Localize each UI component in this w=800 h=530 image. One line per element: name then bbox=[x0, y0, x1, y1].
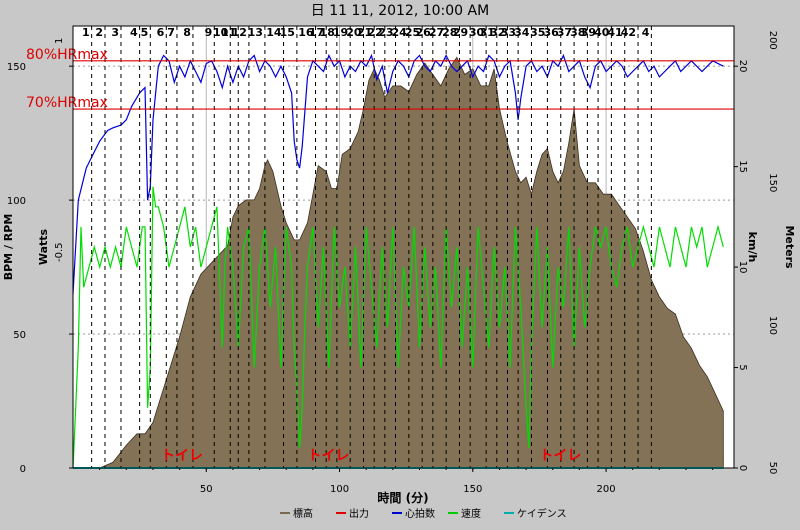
lap-number: 39 bbox=[581, 26, 596, 39]
speed-tick-label: 20 bbox=[737, 60, 748, 73]
lap-number: 30 bbox=[469, 26, 485, 39]
left-axis-label: BPM / RPM bbox=[2, 214, 15, 281]
lap-number: 31 bbox=[479, 26, 494, 39]
lap-number: 27 bbox=[429, 26, 444, 39]
legend-label: 標高 bbox=[293, 507, 313, 520]
lap-number: 42 bbox=[621, 26, 636, 39]
lap-number: 17 bbox=[309, 26, 324, 39]
legend: 標高 出力 心拍数 速度 ケイデンス bbox=[280, 507, 567, 520]
lap-number: 33 bbox=[501, 26, 516, 39]
lap-number: 8 bbox=[183, 26, 191, 39]
lap-number: 35 bbox=[530, 26, 545, 39]
lap-number: 20 bbox=[346, 26, 362, 39]
lap-number: 21 bbox=[357, 26, 372, 39]
lap-number: 37 bbox=[557, 26, 572, 39]
x-axis-label: 時間 (分) bbox=[377, 490, 428, 505]
lap-number: 9 bbox=[205, 26, 213, 39]
reference-line-label: 80%HRmax bbox=[26, 47, 108, 63]
lap-number: 7 bbox=[167, 26, 175, 39]
annotation-label: トイレ bbox=[539, 448, 581, 464]
lap-number: 24 bbox=[392, 26, 408, 39]
chart-title: 日 11 11, 2012, 10:00 AM bbox=[311, 3, 489, 19]
reference-line-label: 70%HRmax bbox=[26, 95, 108, 111]
speed-line bbox=[72, 186, 724, 469]
lap-number: 4 bbox=[642, 26, 650, 39]
left-tick-label: 0 bbox=[20, 464, 26, 475]
lap-number: 26 bbox=[416, 26, 432, 39]
left-tick-label: 150 bbox=[7, 62, 26, 73]
speed-axis-label: km/h bbox=[746, 232, 759, 263]
series-line bbox=[72, 186, 724, 469]
lap-number: 19 bbox=[333, 26, 348, 39]
lap-number: 2 bbox=[95, 26, 103, 39]
lap-number: 25 bbox=[405, 26, 420, 39]
left-tick-label: 50 bbox=[13, 330, 26, 341]
legend-label: 出力 bbox=[349, 507, 369, 520]
lap-number: 41 bbox=[607, 26, 622, 39]
watts-axis-label: Watts bbox=[37, 228, 50, 265]
lap-number: 29 bbox=[453, 26, 468, 39]
meters-axis-label: Meters bbox=[783, 225, 796, 269]
lap-number: 14 bbox=[266, 26, 282, 39]
reference-lines: 80%HRmax 70%HRmax bbox=[26, 47, 734, 111]
speed-tick-label: 15 bbox=[737, 160, 748, 173]
lap-number: 13 bbox=[248, 26, 263, 39]
lap-number: 32 bbox=[490, 26, 505, 39]
lap-number: 40 bbox=[594, 26, 610, 39]
lap-number: 5 bbox=[141, 26, 149, 39]
axes: 50 100 150 2000501001501-0.5201510502001501… bbox=[7, 25, 778, 495]
meters-tick-label: 150 bbox=[767, 173, 778, 192]
lap-number: 12 bbox=[232, 26, 247, 39]
lap-number: 3 bbox=[111, 26, 119, 39]
meters-tick-label: 50 bbox=[767, 462, 778, 475]
x-tick-label: 200 bbox=[597, 484, 616, 495]
lap-number: 1 bbox=[82, 26, 90, 39]
x-tick-label: 50 bbox=[200, 484, 213, 495]
lap-number: 15 bbox=[280, 26, 295, 39]
speed-tick-label: 5 bbox=[737, 364, 748, 370]
x-tick-label: 100 bbox=[330, 484, 349, 495]
lap-number: 28 bbox=[442, 26, 457, 39]
lap-number: 11 bbox=[221, 26, 236, 39]
legend-label: 速度 bbox=[461, 507, 481, 520]
meters-tick-label: 100 bbox=[767, 316, 778, 335]
legend-label: ケイデンス bbox=[517, 507, 567, 520]
lap-number: 10 bbox=[213, 26, 229, 39]
legend-label: 心拍数 bbox=[405, 507, 435, 520]
lap-number: 38 bbox=[570, 26, 585, 39]
annotation-label: トイレ bbox=[308, 448, 350, 464]
speed-tick-label: 10 bbox=[737, 261, 748, 274]
left-tick-label: 100 bbox=[7, 196, 26, 207]
annotations: トイレ トイレ トイレ bbox=[161, 448, 581, 464]
lap-number: 6 bbox=[157, 26, 165, 39]
watts-tick-label: -0.5 bbox=[54, 242, 65, 262]
lap-number: 36 bbox=[543, 26, 559, 39]
lap-number: 34 bbox=[514, 26, 530, 39]
lap-number: 16 bbox=[298, 26, 314, 39]
lap-number: 4 bbox=[130, 26, 138, 39]
speed-tick-label: 0 bbox=[737, 465, 748, 471]
x-tick-label: 150 bbox=[463, 484, 482, 495]
lap-number: 23 bbox=[378, 26, 393, 39]
annotation-label: トイレ bbox=[161, 448, 203, 464]
meters-tick-label: 200 bbox=[767, 31, 778, 50]
lap-number: 18 bbox=[320, 26, 335, 39]
plot-border bbox=[72, 25, 735, 469]
watts-tick-label: 1 bbox=[54, 38, 65, 44]
lap-number: 22 bbox=[368, 26, 383, 39]
